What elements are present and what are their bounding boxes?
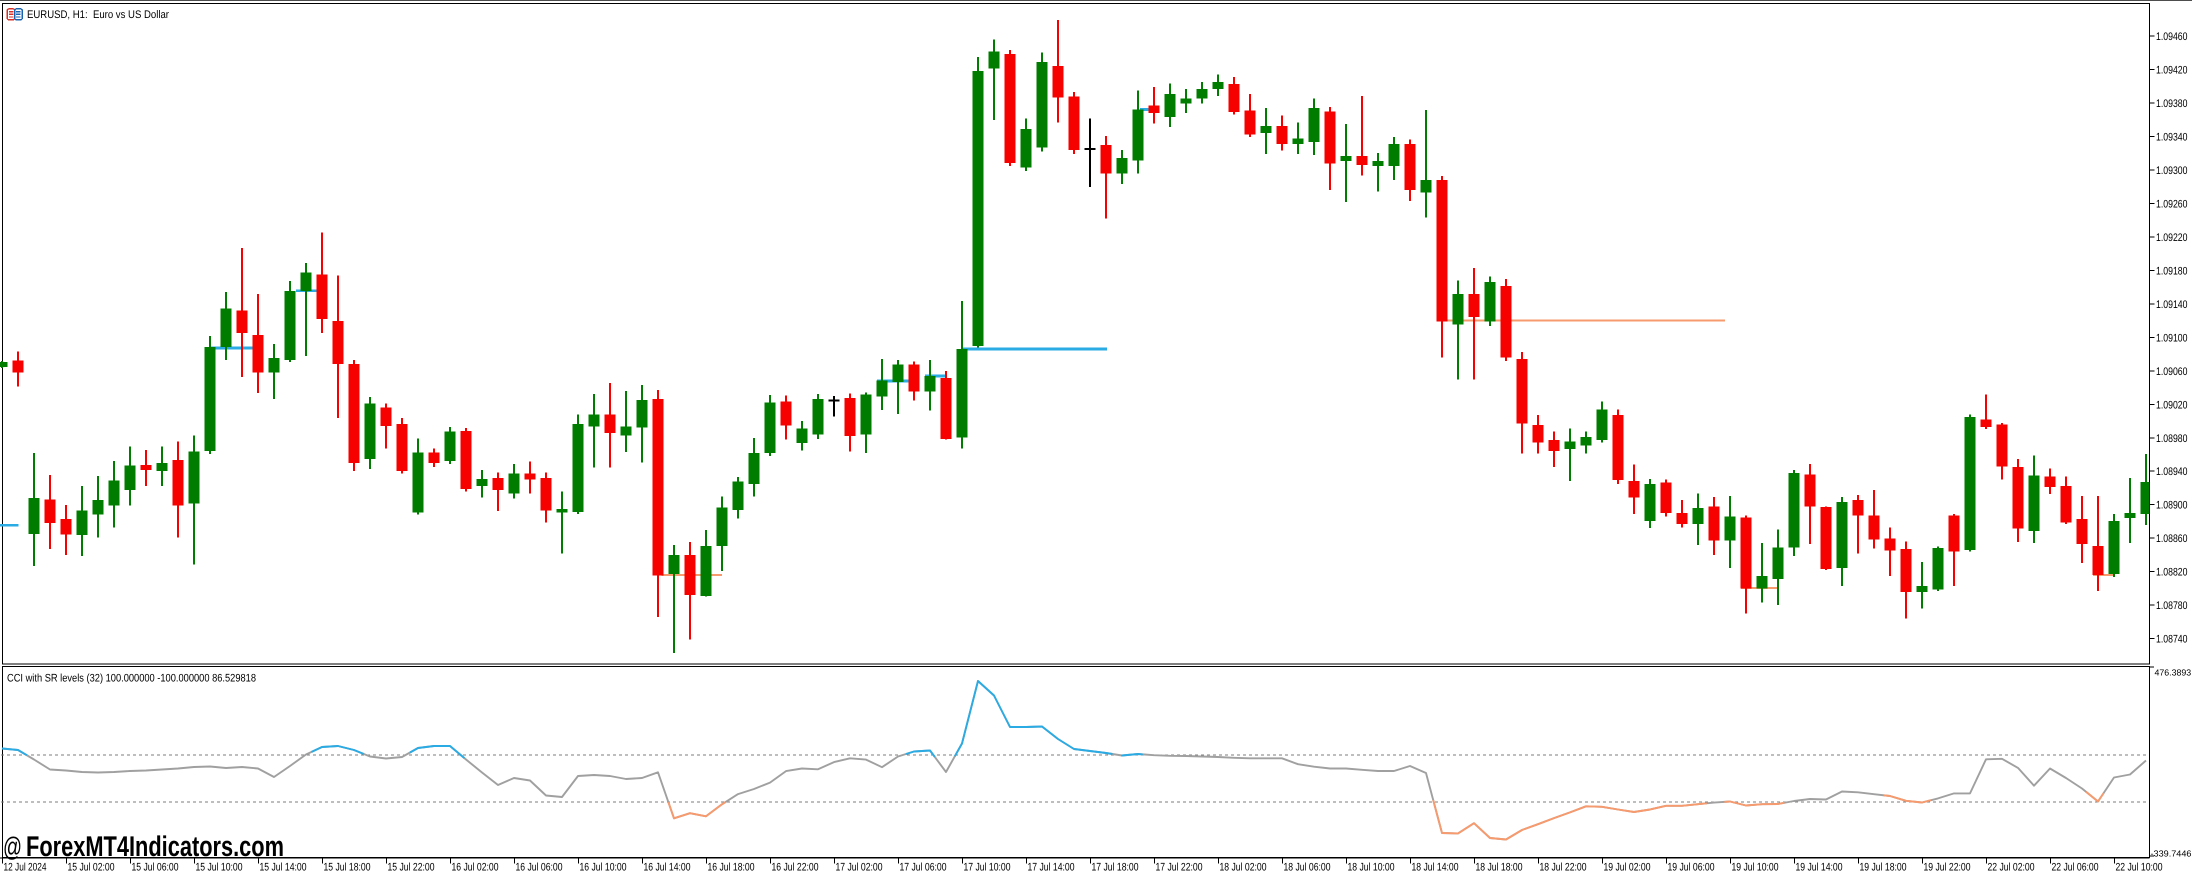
svg-text:1.09340: 1.09340 <box>2156 131 2188 143</box>
svg-text:1.09380: 1.09380 <box>2156 98 2188 110</box>
svg-text:17 Jul 18:00: 17 Jul 18:00 <box>1092 862 1139 874</box>
svg-text:16 Jul 14:00: 16 Jul 14:00 <box>644 862 691 874</box>
svg-text:16 Jul 18:00: 16 Jul 18:00 <box>708 862 755 874</box>
svg-text:476.3893: 476.3893 <box>2155 667 2192 677</box>
svg-text:CCI with SR levels (32) 100.00: CCI with SR levels (32) 100.000000 -100.… <box>7 673 256 685</box>
svg-text:18 Jul 14:00: 18 Jul 14:00 <box>1412 862 1459 874</box>
svg-text:15 Jul 06:00: 15 Jul 06:00 <box>132 862 179 874</box>
svg-text:1.08940: 1.08940 <box>2156 466 2188 478</box>
svg-text:15 Jul 22:00: 15 Jul 22:00 <box>388 862 435 874</box>
svg-text:17 Jul 10:00: 17 Jul 10:00 <box>964 862 1011 874</box>
svg-text:1.09180: 1.09180 <box>2156 265 2188 277</box>
svg-text:19 Jul 18:00: 19 Jul 18:00 <box>1860 862 1907 874</box>
svg-text:EURUSD, H1: Euro vs US Dollar: EURUSD, H1: Euro vs US Dollar <box>27 9 169 21</box>
svg-text:19 Jul 10:00: 19 Jul 10:00 <box>1732 862 1779 874</box>
svg-text:22 Jul 10:00: 22 Jul 10:00 <box>2116 862 2163 874</box>
svg-text:1.08740: 1.08740 <box>2156 634 2188 646</box>
svg-text:18 Jul 06:00: 18 Jul 06:00 <box>1284 862 1331 874</box>
svg-text:12 Jul 2024: 12 Jul 2024 <box>4 862 47 874</box>
svg-text:22 Jul 06:00: 22 Jul 06:00 <box>2052 862 2099 874</box>
svg-text:15 Jul 14:00: 15 Jul 14:00 <box>260 862 307 874</box>
svg-text:1.09460: 1.09460 <box>2156 31 2188 43</box>
svg-text:15 Jul 02:00: 15 Jul 02:00 <box>68 862 115 874</box>
svg-text:1.09140: 1.09140 <box>2156 299 2188 311</box>
svg-text:1.08980: 1.08980 <box>2156 433 2188 445</box>
svg-text:18 Jul 22:00: 18 Jul 22:00 <box>1540 862 1587 874</box>
svg-text:19 Jul 22:00: 19 Jul 22:00 <box>1924 862 1971 874</box>
svg-text:17 Jul 14:00: 17 Jul 14:00 <box>1028 862 1075 874</box>
svg-text:1.08860: 1.08860 <box>2156 533 2188 545</box>
svg-text:1.08900: 1.08900 <box>2156 500 2188 512</box>
svg-text:1.09020: 1.09020 <box>2156 399 2188 411</box>
svg-text:-339.7446: -339.7446 <box>2151 849 2192 859</box>
svg-text:16 Jul 22:00: 16 Jul 22:00 <box>772 862 819 874</box>
svg-text:17 Jul 22:00: 17 Jul 22:00 <box>1156 862 1203 874</box>
svg-text:17 Jul 02:00: 17 Jul 02:00 <box>836 862 883 874</box>
svg-text:22 Jul 02:00: 22 Jul 02:00 <box>1988 862 2035 874</box>
svg-text:18 Jul 18:00: 18 Jul 18:00 <box>1476 862 1523 874</box>
svg-text:15 Jul 10:00: 15 Jul 10:00 <box>196 862 243 874</box>
svg-text:18 Jul 10:00: 18 Jul 10:00 <box>1348 862 1395 874</box>
svg-text:19 Jul 06:00: 19 Jul 06:00 <box>1668 862 1715 874</box>
svg-text:1.08820: 1.08820 <box>2156 567 2188 579</box>
svg-text:18 Jul 02:00: 18 Jul 02:00 <box>1220 862 1267 874</box>
svg-text:15 Jul 18:00: 15 Jul 18:00 <box>324 862 371 874</box>
svg-text:1.08780: 1.08780 <box>2156 600 2188 612</box>
svg-text:ForexMT4Indicators.com: ForexMT4Indicators.com <box>26 831 284 863</box>
svg-text:1.09100: 1.09100 <box>2156 332 2188 344</box>
svg-text:19 Jul 02:00: 19 Jul 02:00 <box>1604 862 1651 874</box>
svg-text:1.09420: 1.09420 <box>2156 64 2188 76</box>
svg-text:17 Jul 06:00: 17 Jul 06:00 <box>900 862 947 874</box>
svg-text:16 Jul 06:00: 16 Jul 06:00 <box>516 862 563 874</box>
svg-text:16 Jul 10:00: 16 Jul 10:00 <box>580 862 627 874</box>
svg-text:1.09300: 1.09300 <box>2156 165 2188 177</box>
svg-text:@: @ <box>3 832 22 862</box>
svg-text:1.09260: 1.09260 <box>2156 198 2188 210</box>
svg-text:1.09060: 1.09060 <box>2156 366 2188 378</box>
svg-text:16 Jul 02:00: 16 Jul 02:00 <box>452 862 499 874</box>
svg-text:19 Jul 14:00: 19 Jul 14:00 <box>1796 862 1843 874</box>
svg-text:1.09220: 1.09220 <box>2156 232 2188 244</box>
